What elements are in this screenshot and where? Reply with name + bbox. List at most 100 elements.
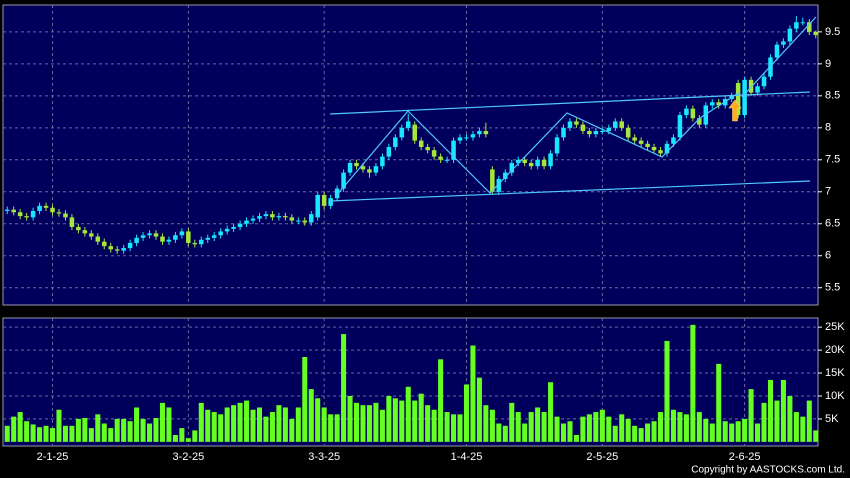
volume-bar xyxy=(709,423,715,442)
volume-bar xyxy=(379,409,385,442)
y-tick-label: 6 xyxy=(825,250,831,262)
volume-bar xyxy=(321,407,327,442)
candle-body xyxy=(535,159,540,167)
candle-body xyxy=(69,217,75,227)
candle-body xyxy=(651,147,657,151)
volume-bar xyxy=(62,425,68,442)
volume-bar xyxy=(224,407,230,442)
candle-body xyxy=(192,242,198,245)
volume-bar xyxy=(658,412,664,442)
volume-bar xyxy=(237,402,243,442)
volume-bar xyxy=(392,398,398,442)
candle-body xyxy=(632,137,637,141)
volume-bar xyxy=(748,389,754,442)
volume-bar xyxy=(418,393,424,442)
candle-body xyxy=(11,209,16,213)
volume-bar xyxy=(366,405,372,442)
candle-body xyxy=(444,159,450,161)
candle-body xyxy=(302,220,308,223)
volume-bar xyxy=(683,414,689,442)
candle-body xyxy=(276,216,282,218)
volume-bar xyxy=(438,359,444,442)
candle-body xyxy=(17,212,23,217)
candle-body xyxy=(76,226,81,231)
candle-body xyxy=(121,248,126,251)
candle-body xyxy=(742,79,747,116)
volume-bar xyxy=(341,334,347,442)
volume-bar xyxy=(716,363,722,442)
volume-bar xyxy=(761,402,767,442)
volume-bar xyxy=(360,405,366,442)
volume-bar xyxy=(147,423,153,442)
candle-body xyxy=(89,233,94,237)
volume-bar xyxy=(509,402,515,442)
candle-body xyxy=(464,137,469,139)
candle-body xyxy=(412,124,417,141)
volume-bar xyxy=(315,398,321,442)
volume-bar xyxy=(522,423,528,442)
candle-body xyxy=(710,102,715,106)
volume-bar xyxy=(755,423,761,442)
candle-body xyxy=(522,159,527,163)
volume-bar xyxy=(11,416,17,442)
volume-bar xyxy=(567,421,573,442)
candle-body xyxy=(697,118,702,125)
volume-bar xyxy=(108,428,114,442)
y-tick-label: 8 xyxy=(825,122,831,134)
volume-bar xyxy=(405,386,411,442)
volume-bar xyxy=(56,409,62,442)
volume-bar xyxy=(586,414,592,442)
candle-body xyxy=(101,241,107,247)
candle-body xyxy=(108,246,113,250)
candle-body xyxy=(24,216,29,218)
y-tick-label: 8.5 xyxy=(825,90,840,102)
volume-bar xyxy=(425,405,431,442)
volume-bar xyxy=(677,412,683,442)
volume-bar xyxy=(308,389,314,442)
candle-body xyxy=(457,137,463,141)
channel-lower xyxy=(329,180,811,202)
candle-body xyxy=(477,131,482,135)
volume-bar xyxy=(670,409,676,442)
volume-bar xyxy=(101,423,107,442)
volume-bar xyxy=(645,423,651,442)
candle-body xyxy=(147,233,152,236)
candle-body xyxy=(503,172,508,179)
candle-body xyxy=(334,188,340,199)
y-tick-label: 10K xyxy=(825,390,845,402)
y-tick-label: 6.5 xyxy=(825,218,840,230)
volume-bar xyxy=(88,428,94,442)
candle-body xyxy=(179,231,185,236)
candle-body xyxy=(321,194,327,206)
y-tick-label: 15K xyxy=(825,367,845,379)
candle-body xyxy=(593,131,599,135)
candle-body xyxy=(308,214,314,223)
candle-body xyxy=(211,235,217,238)
y-tick-label: 5K xyxy=(825,413,839,425)
candle-body xyxy=(587,131,592,135)
volume-bar xyxy=(211,412,217,442)
candle-body xyxy=(199,239,204,245)
candle-body xyxy=(645,143,650,148)
volume-bar xyxy=(735,421,741,442)
candle-body xyxy=(509,162,515,173)
candle-body xyxy=(755,86,760,93)
candle-body xyxy=(160,236,165,242)
candle-body xyxy=(470,134,476,138)
volume-bar xyxy=(386,395,392,442)
volume-bar xyxy=(121,418,127,442)
candle-body xyxy=(341,172,346,189)
volume-bar xyxy=(470,345,476,442)
volume-bar xyxy=(17,412,23,442)
candle-body xyxy=(4,209,10,211)
x-tick-label: 3-2-25 xyxy=(172,451,204,463)
candle-body xyxy=(528,162,534,167)
channel-upper xyxy=(329,91,811,115)
candle-body xyxy=(451,140,456,160)
volume-bar xyxy=(43,425,49,442)
candle-body xyxy=(600,131,605,133)
candle-body xyxy=(315,194,320,218)
volume-bar xyxy=(205,409,211,442)
candle-body xyxy=(237,223,243,227)
y-tick-label: 25K xyxy=(825,321,845,333)
